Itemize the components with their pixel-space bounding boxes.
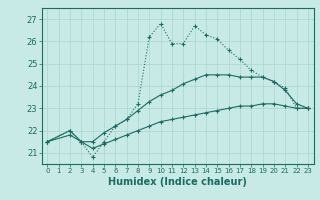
X-axis label: Humidex (Indice chaleur): Humidex (Indice chaleur) (108, 177, 247, 187)
